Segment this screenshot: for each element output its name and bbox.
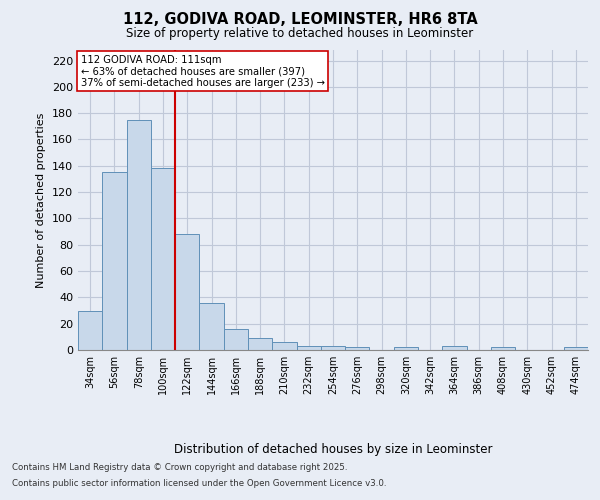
- Y-axis label: Number of detached properties: Number of detached properties: [37, 112, 46, 288]
- Bar: [78, 310, 102, 350]
- Bar: [224, 329, 248, 350]
- Bar: [442, 346, 467, 350]
- Bar: [321, 346, 345, 350]
- Bar: [175, 234, 199, 350]
- Bar: [248, 338, 272, 350]
- Bar: [491, 348, 515, 350]
- Bar: [345, 348, 370, 350]
- Text: 112, GODIVA ROAD, LEOMINSTER, HR6 8TA: 112, GODIVA ROAD, LEOMINSTER, HR6 8TA: [122, 12, 478, 28]
- Bar: [272, 342, 296, 350]
- Bar: [394, 348, 418, 350]
- Bar: [564, 348, 588, 350]
- Bar: [127, 120, 151, 350]
- Bar: [296, 346, 321, 350]
- Text: Contains public sector information licensed under the Open Government Licence v3: Contains public sector information licen…: [12, 478, 386, 488]
- Bar: [102, 172, 127, 350]
- Bar: [199, 302, 224, 350]
- Bar: [151, 168, 175, 350]
- Text: Contains HM Land Registry data © Crown copyright and database right 2025.: Contains HM Land Registry data © Crown c…: [12, 464, 347, 472]
- Text: Size of property relative to detached houses in Leominster: Size of property relative to detached ho…: [127, 28, 473, 40]
- Text: Distribution of detached houses by size in Leominster: Distribution of detached houses by size …: [174, 442, 492, 456]
- Text: 112 GODIVA ROAD: 111sqm
← 63% of detached houses are smaller (397)
37% of semi-d: 112 GODIVA ROAD: 111sqm ← 63% of detache…: [80, 54, 325, 88]
